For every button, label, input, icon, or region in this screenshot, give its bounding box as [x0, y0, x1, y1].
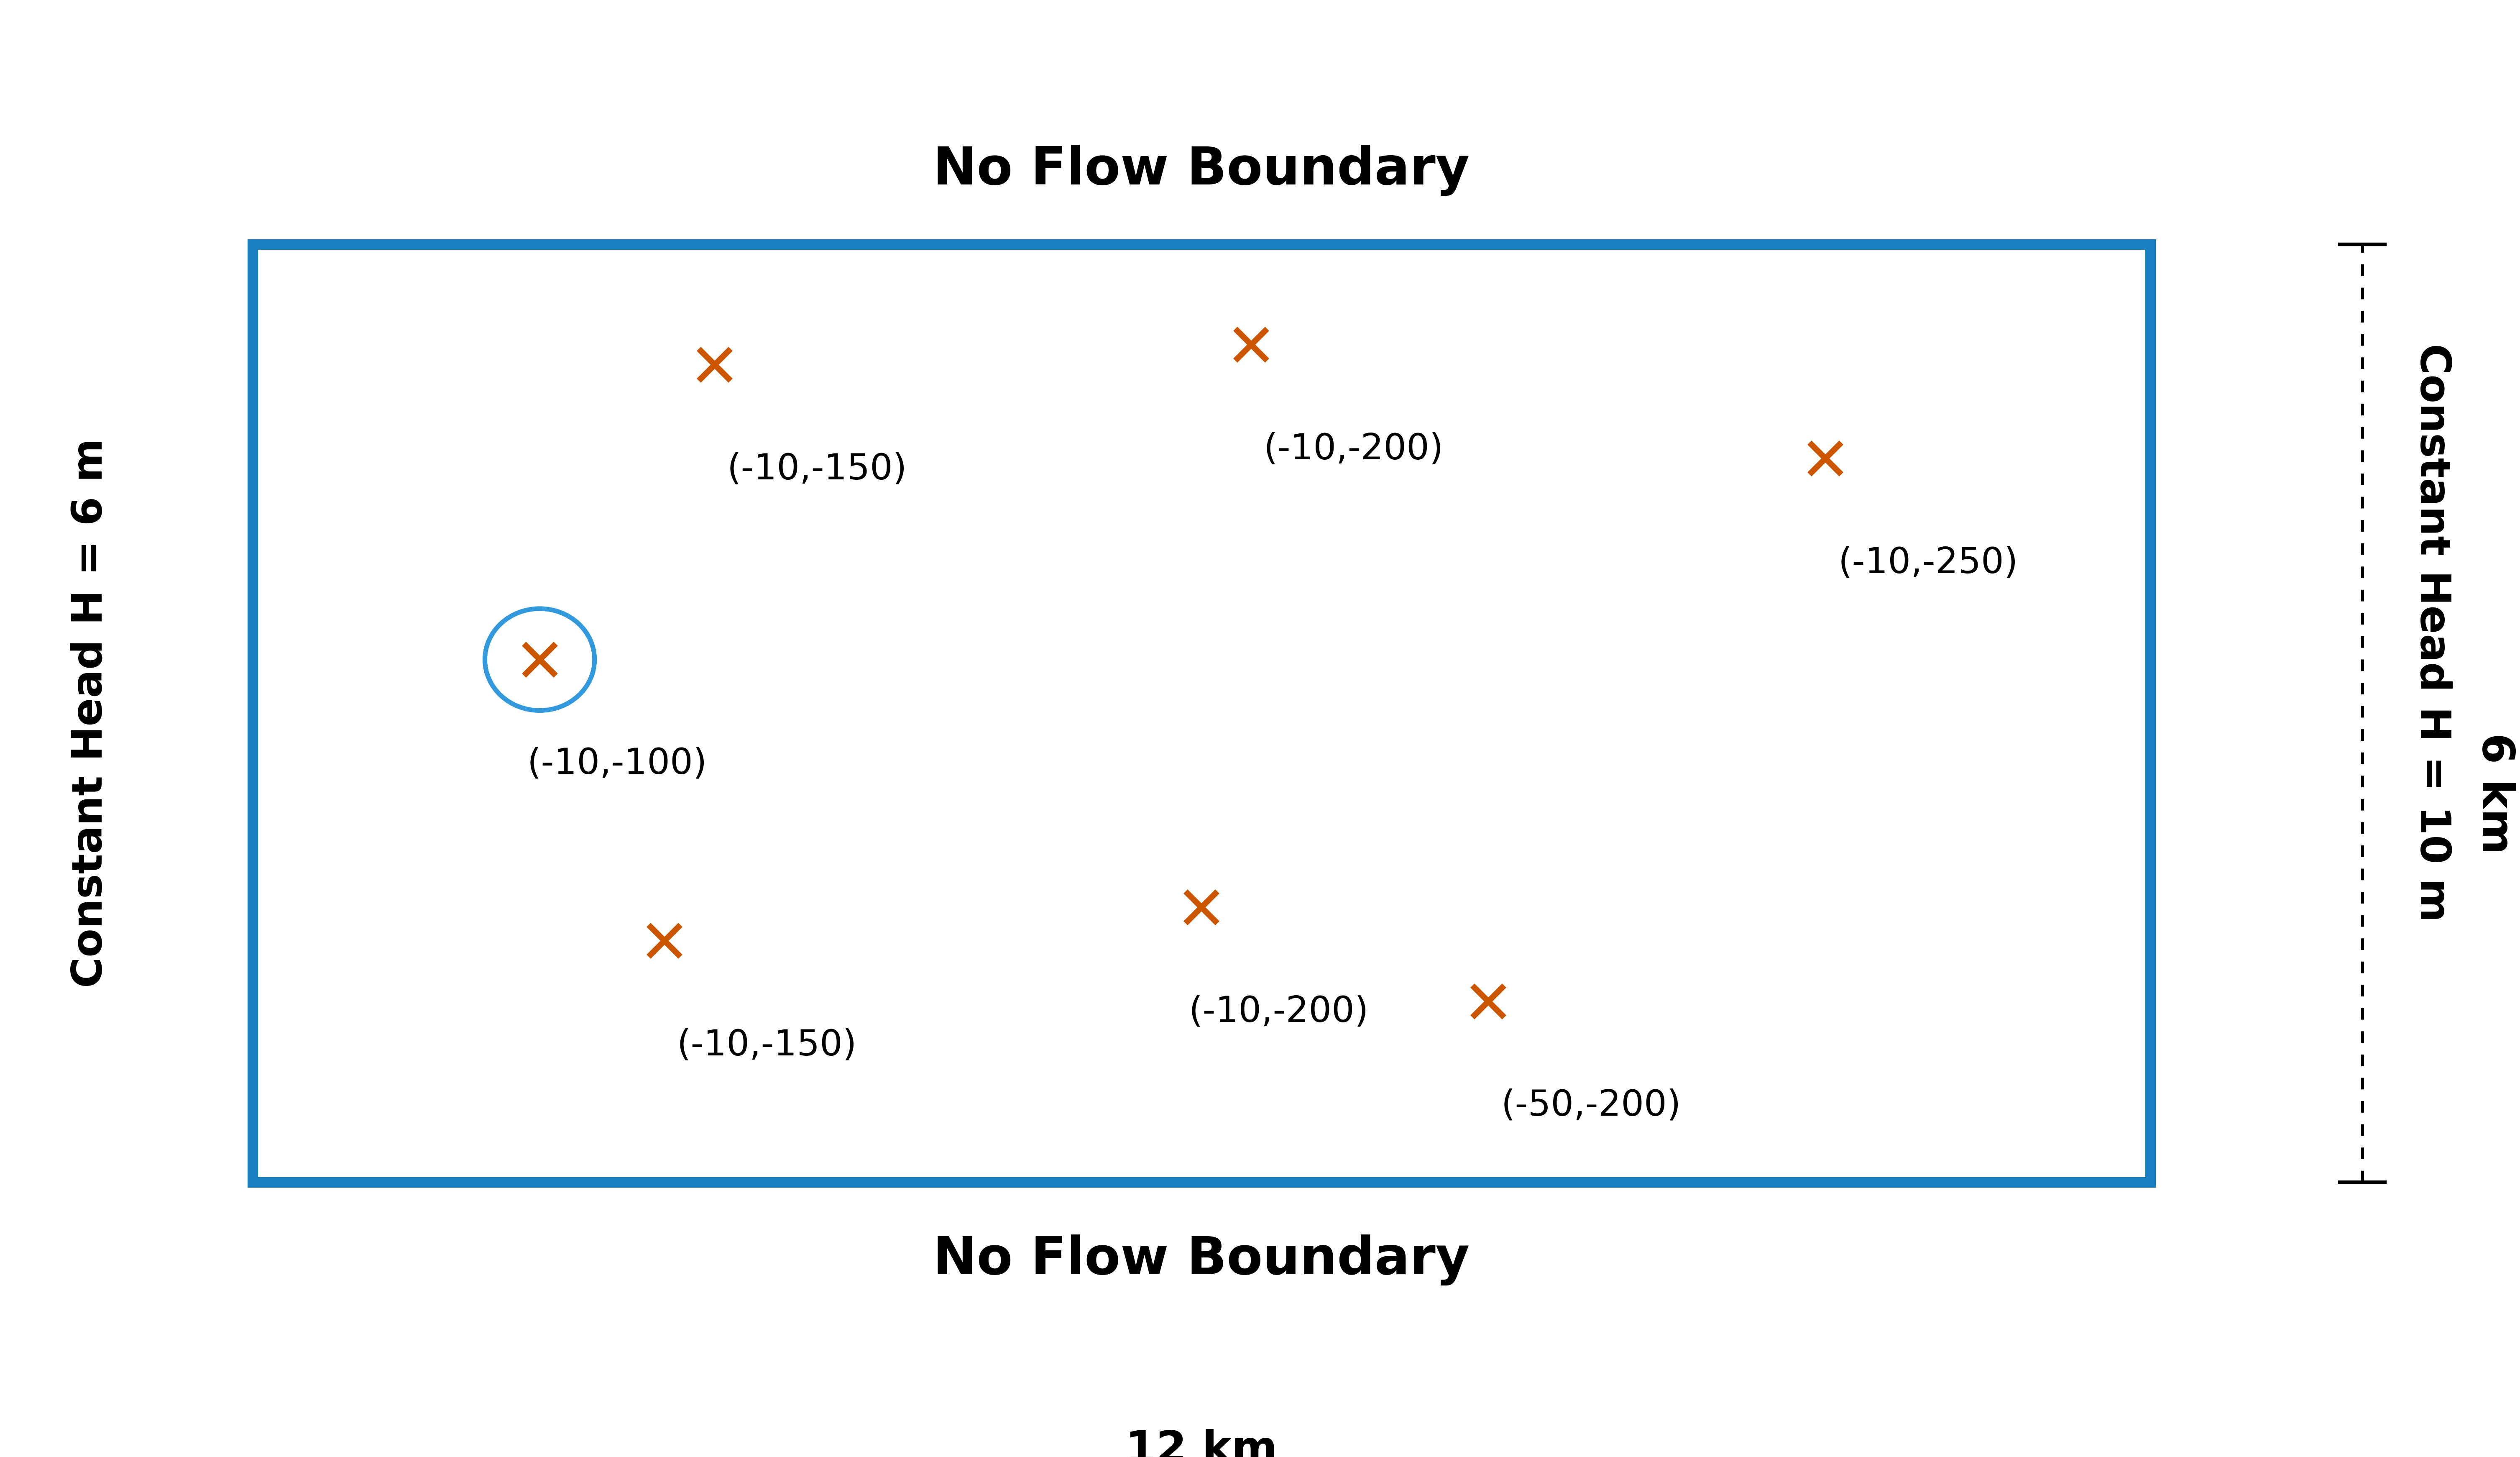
- Text: Constant Head H = 10 m: Constant Head H = 10 m: [2412, 344, 2452, 922]
- Text: No Flow Boundary: No Flow Boundary: [932, 144, 1469, 195]
- Text: (-10,-200): (-10,-200): [1189, 995, 1368, 1029]
- Text: 6 km: 6 km: [2472, 733, 2515, 854]
- FancyBboxPatch shape: [252, 245, 2150, 1182]
- Text: (-10,-200): (-10,-200): [1263, 431, 1444, 466]
- Text: No Flow Boundary: No Flow Boundary: [932, 1234, 1469, 1285]
- Text: (-10,-150): (-10,-150): [678, 1029, 857, 1062]
- Text: (-10,-100): (-10,-100): [527, 746, 708, 781]
- Text: (-10,-250): (-10,-250): [1837, 546, 2019, 580]
- Text: 12 km: 12 km: [1126, 1429, 1278, 1457]
- Text: (-10,-150): (-10,-150): [726, 452, 907, 487]
- Text: (-50,-200): (-50,-200): [1502, 1088, 1681, 1123]
- Text: Constant Head H = 6 m: Constant Head H = 6 m: [71, 439, 111, 988]
